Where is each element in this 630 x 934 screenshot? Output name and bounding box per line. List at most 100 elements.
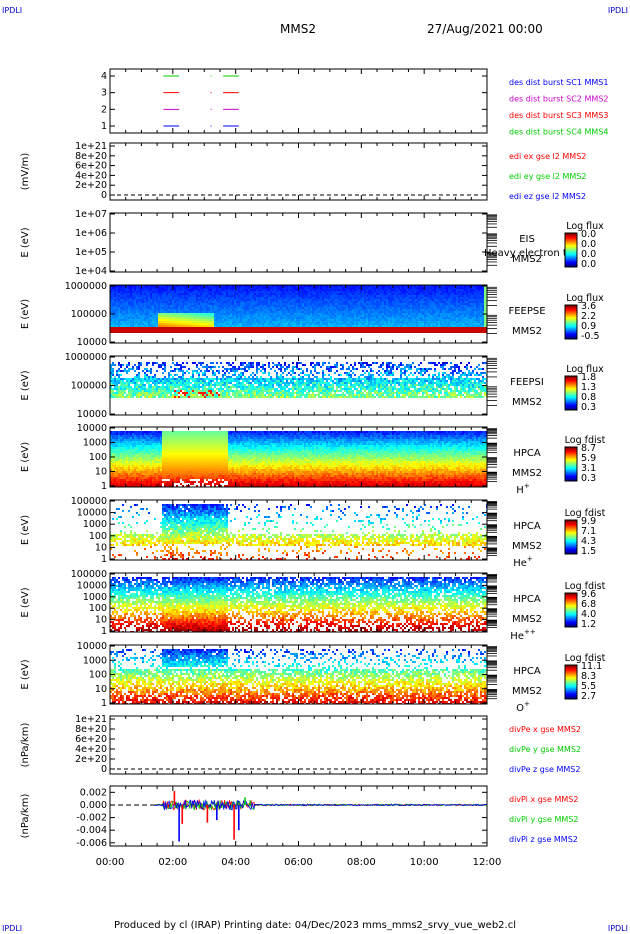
spectrogram-cell [342,311,344,313]
spectrogram-cell [184,329,186,331]
spectrogram-cell [240,319,242,321]
spectrogram-cell [290,317,292,319]
spectrogram-cell [220,293,222,295]
spectrogram-cell [338,285,340,287]
spectrogram-cell [336,291,338,293]
spectrogram-cell [402,323,404,325]
spectrogram-cell [110,317,112,319]
spectrogram-cell [318,311,320,313]
spectrogram-cell [454,313,456,315]
spectrogram-cell [166,313,168,315]
spectrogram-cell [270,323,272,325]
spectrogram-cell [262,303,264,305]
spectrogram-cell [288,305,290,307]
spectrogram-cell [162,321,164,323]
spectrogram-cell [244,329,246,331]
spectrogram-cell [246,297,248,299]
spectrogram-cell [254,301,256,303]
spectrogram-cell [204,301,206,303]
spectrogram-cell [122,297,124,299]
spectrogram-cell [372,301,374,303]
spectrogram-cell [236,301,238,303]
spectrogram-cell [374,317,376,319]
spectrogram-cell [212,295,214,297]
spectrogram-cell [146,321,148,323]
spectrogram-cell [268,311,270,313]
spectrogram-cell [450,287,452,289]
spectrogram-cell [126,295,128,297]
colorbar-strip [565,249,577,251]
spectrogram-cell [442,313,444,315]
spectrogram-cell [252,287,254,289]
spectrogram-cell [258,285,260,287]
spectrogram-cell [482,305,484,307]
spectrogram-cell [444,307,446,309]
spectrogram-cell [192,323,194,325]
spectrogram-cell [430,299,432,301]
spectrogram-cell [242,331,244,333]
spectrogram-cell [352,297,354,299]
spectrogram-cell [426,327,428,329]
spectrogram-cell [464,301,466,303]
spectrogram-cell [268,319,270,321]
spectrogram-cell [388,289,390,291]
spectrogram-cell [452,329,454,331]
spectrogram-cell [134,311,136,313]
spectrogram-cell [216,309,218,311]
spectrogram-cell [354,287,356,289]
spectrogram-cell [128,297,130,299]
spectrogram-cell [244,311,246,313]
spectrogram-cell [482,301,484,303]
spectrogram-cell [312,321,314,323]
spectrogram-cell [408,313,410,315]
spectrogram-cell [234,329,236,331]
spectrogram-cell [338,301,340,303]
spectrogram-cell [230,323,232,325]
spectrogram-cell [382,317,384,319]
spectrogram-cell [218,313,220,315]
spectrogram-cell [346,285,348,287]
spectrogram-cell [122,289,124,291]
spectrogram-cell [300,325,302,327]
spectrogram-cell [344,325,346,327]
spectrogram-cell [436,287,438,289]
spectrogram-cell [384,329,386,331]
spectrogram-cell [158,291,160,293]
spectrogram-cell [218,319,220,321]
spectrogram-cell [242,309,244,311]
spectrogram-cell [144,315,146,317]
spectrogram-cell [182,291,184,293]
spectrogram-cell [204,319,206,321]
spectrogram-cell [266,329,268,331]
spectrogram-cell [436,297,438,299]
spectrogram-cell [238,303,240,305]
spectrogram-cell [224,293,226,295]
spectrogram-cell [136,307,138,309]
spectrogram-cell [176,295,178,297]
spectrogram-cell [132,285,134,287]
spectrogram-cell [370,293,372,295]
spectrogram-cell [394,317,396,319]
spectrogram-cell [120,309,122,311]
spectrogram-cell [238,285,240,287]
spectrogram-cell [246,331,248,333]
spectrogram-cell [294,295,296,297]
spectrogram-cell [194,329,196,331]
spectrogram-cell [360,303,362,305]
spectrogram-cell [290,301,292,303]
spectrogram-cell [300,293,302,295]
spectrogram-cell [464,307,466,309]
spectrogram-cell [248,303,250,305]
spectrogram-cell [230,317,232,319]
spectrogram-cell [294,329,296,331]
spectrogram-cell [412,323,414,325]
spectrogram-cell [462,291,464,293]
spectrogram-cell [224,307,226,309]
overlay-label: Heavy electron to [484,248,573,259]
spectrogram-cell [330,313,332,315]
spectrogram-cell [470,315,472,317]
spectrogram-cell [478,305,480,307]
spectrogram-feepsi [110,362,487,398]
spectrogram-cell [260,313,262,315]
spectrogram-cell [294,301,296,303]
